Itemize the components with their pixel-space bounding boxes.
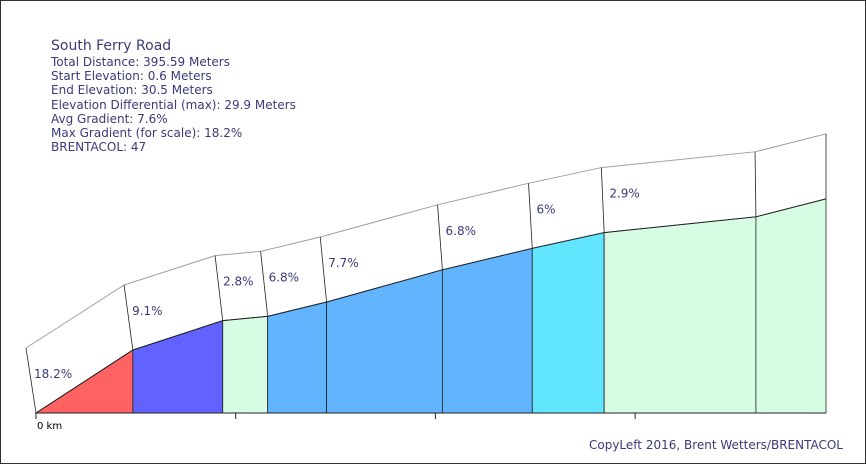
x-tick-label: 0 km <box>37 421 62 432</box>
profile-upper-edge <box>25 133 827 349</box>
segment-connector-6 <box>528 183 533 249</box>
route-info: South Ferry Road Total Distance: 395.59 … <box>51 38 296 154</box>
gradient-label-7: 2.9% <box>609 187 640 201</box>
gradient-label-2: 2.8% <box>223 275 254 289</box>
segment-connector-7 <box>600 167 605 233</box>
gradient-label-3: 6.8% <box>269 270 300 284</box>
stat-elevation-differential: Elevation Differential (max): 29.9 Meter… <box>51 97 296 112</box>
segment-connector-2 <box>214 255 224 321</box>
segment-fill-1 <box>132 320 224 414</box>
segment-connector-5 <box>437 204 443 270</box>
segment-connector-0 <box>25 347 37 414</box>
chart-title: South Ferry Road <box>51 38 172 54</box>
segment-fill-6 <box>531 232 605 414</box>
stat-start-elevation: Start Elevation: 0.6 Meters <box>51 69 212 84</box>
stat-avg-gradient: Avg Gradient: 7.6% <box>51 111 168 126</box>
segment-fill-2 <box>222 315 269 414</box>
profile-line <box>35 198 827 414</box>
segment-connector-3 <box>260 251 269 317</box>
segment-fill-8 <box>755 198 827 414</box>
stat-max-gradient: Max Gradient (for scale): 18.2% <box>51 126 243 141</box>
stat-end-elevation: End Elevation: 30.5 Meters <box>51 83 213 98</box>
segment-fill-4 <box>326 269 443 414</box>
segment-connector-4 <box>319 236 327 303</box>
copyleft-credit: CopyLeft 2016, Brent Wetters/BRENTACOL <box>588 438 843 452</box>
gradient-label-4: 7.7% <box>328 256 359 270</box>
gradient-label-0: 18.2% <box>34 367 72 381</box>
gradient-label-5: 6.8% <box>446 224 477 238</box>
segment-fill-5 <box>441 247 533 414</box>
stat-brentacol: BRENTACOL: 47 <box>51 140 147 155</box>
segment-connector-8 <box>754 151 757 217</box>
segment-connector-1 <box>123 284 134 351</box>
segment-fill-3 <box>267 301 327 414</box>
gradient-label-1: 9.1% <box>132 304 163 318</box>
stat-total-distance: Total Distance: 395.59 Meters <box>51 55 230 69</box>
segment-fill-7 <box>603 216 757 414</box>
gradient-label-6: 6% <box>537 202 556 216</box>
